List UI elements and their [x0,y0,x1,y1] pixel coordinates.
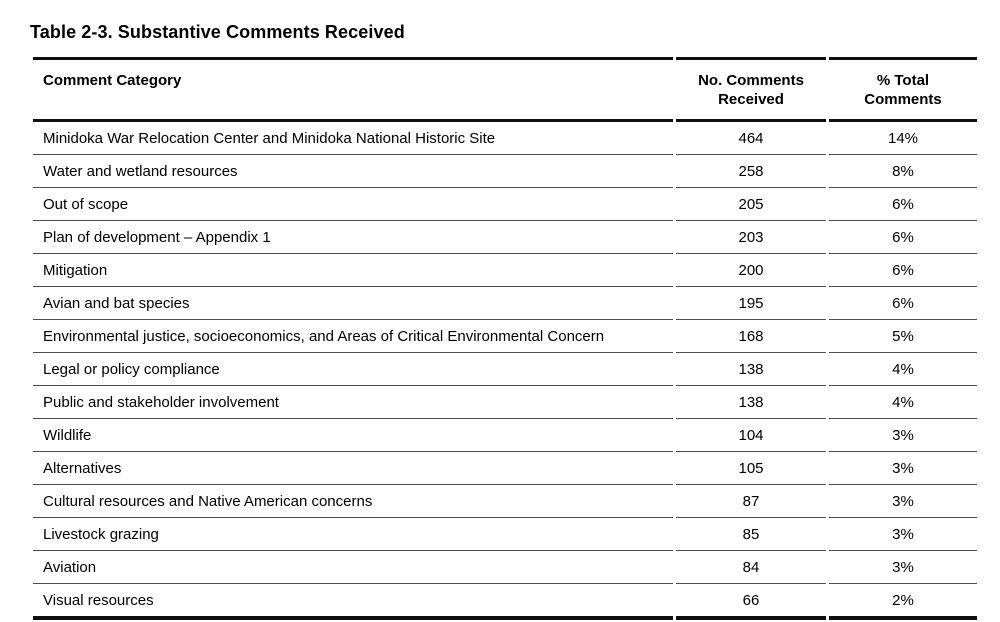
table-row: Aviation 84 3% [33,551,977,584]
cell-category: Out of scope [33,188,673,221]
table-row: Out of scope 205 6% [33,188,977,221]
table-row: Public and stakeholder involvement 138 4… [33,386,977,419]
cell-percent: 4% [829,386,977,419]
cell-category: Visual resources [33,584,673,620]
cell-count: 138 [676,386,826,419]
table-row: Legal or policy compliance 138 4% [33,353,977,386]
cell-category: Wildlife [33,419,673,452]
cell-count: 105 [676,452,826,485]
cell-percent: 3% [829,419,977,452]
cell-category: Minidoka War Relocation Center and Minid… [33,122,673,155]
table-body: Minidoka War Relocation Center and Minid… [33,122,977,620]
cell-count: 464 [676,122,826,155]
cell-category: Cultural resources and Native American c… [33,485,673,518]
cell-count: 200 [676,254,826,287]
column-header-count: No. Comments Received [676,57,826,122]
cell-category: Avian and bat species [33,287,673,320]
cell-category: Environmental justice, socioeconomics, a… [33,320,673,353]
table-caption: Table 2-3. Substantive Comments Received [30,22,405,42]
cell-percent: 6% [829,254,977,287]
cell-count: 104 [676,419,826,452]
cell-percent: 3% [829,518,977,551]
cell-percent: 3% [829,452,977,485]
cell-percent: 6% [829,188,977,221]
cell-category: Alternatives [33,452,673,485]
table-row: Livestock grazing 85 3% [33,518,977,551]
column-header-category: Comment Category [33,57,673,122]
table-row: Avian and bat species 195 6% [33,287,977,320]
cell-count: 168 [676,320,826,353]
table-row: Cultural resources and Native American c… [33,485,977,518]
cell-count: 258 [676,155,826,188]
table-row: Alternatives 105 3% [33,452,977,485]
cell-percent: 3% [829,551,977,584]
table-row: Water and wetland resources 258 8% [33,155,977,188]
cell-count: 84 [676,551,826,584]
cell-category: Plan of development – Appendix 1 [33,221,673,254]
table-row: Mitigation 200 6% [33,254,977,287]
column-header-percent: % Total Comments [829,57,977,122]
cell-count: 66 [676,584,826,620]
cell-count: 85 [676,518,826,551]
cell-percent: 14% [829,122,977,155]
table-header-row: Comment Category No. Comments Received %… [33,57,977,122]
cell-percent: 5% [829,320,977,353]
cell-percent: 6% [829,287,977,320]
cell-category: Water and wetland resources [33,155,673,188]
cell-percent: 8% [829,155,977,188]
cell-count: 203 [676,221,826,254]
cell-category: Aviation [33,551,673,584]
table-row: Minidoka War Relocation Center and Minid… [33,122,977,155]
cell-count: 205 [676,188,826,221]
cell-category: Public and stakeholder involvement [33,386,673,419]
column-header-percent-label: % Total Comments [864,72,942,108]
cell-category: Livestock grazing [33,518,673,551]
table-row: Visual resources 66 2% [33,584,977,620]
table-row: Wildlife 104 3% [33,419,977,452]
cell-percent: 4% [829,353,977,386]
cell-percent: 6% [829,221,977,254]
cell-count: 195 [676,287,826,320]
cell-category: Legal or policy compliance [33,353,673,386]
cell-percent: 2% [829,584,977,620]
table-row: Plan of development – Appendix 1 203 6% [33,221,977,254]
cell-percent: 3% [829,485,977,518]
cell-category: Mitigation [33,254,673,287]
cell-count: 138 [676,353,826,386]
comments-table: Comment Category No. Comments Received %… [30,57,980,620]
cell-count: 87 [676,485,826,518]
column-header-count-label: No. Comments Received [698,72,804,108]
table-row: Environmental justice, socioeconomics, a… [33,320,977,353]
